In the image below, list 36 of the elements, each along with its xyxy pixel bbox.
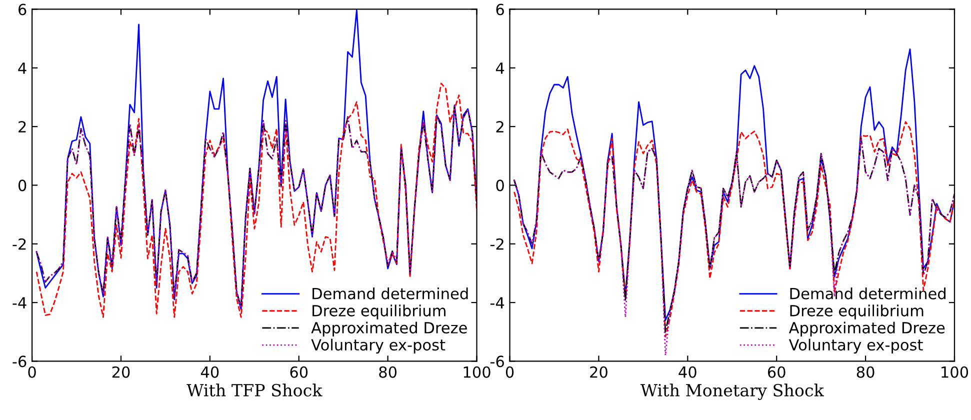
y-tick-label: 6 [18, 4, 26, 16]
x-tick-label: 0 [506, 366, 514, 378]
x-axis-title: With Monetary Shock [640, 384, 824, 400]
x-tick-label: 20 [112, 366, 130, 378]
y-tick-label: -4 [490, 297, 504, 308]
y-tick-label: 6 [496, 4, 504, 16]
legend-label: Approximated Dreze [311, 322, 467, 336]
y-tick-label: -2 [12, 238, 26, 250]
x-tick-label: 0 [28, 366, 36, 378]
legend-label: Dreze equilibrium [790, 304, 924, 320]
x-tick-label: 40 [678, 366, 696, 378]
y-tick-label: -6 [490, 356, 504, 368]
legend-label: Voluntary ex-post [788, 338, 923, 354]
y-tick-label: 2 [18, 121, 26, 132]
y-tick-label: -4 [12, 297, 26, 308]
legend-label: Demand determined [312, 288, 468, 300]
x-tick-label: 100 [942, 366, 968, 378]
x-tick-label: 40 [200, 366, 219, 378]
x-tick-label: 60 [290, 366, 308, 378]
y-tick-label: 4 [496, 62, 504, 74]
y-tick-label: 2 [496, 121, 504, 132]
legend-label: Demand determined [790, 288, 946, 300]
x-tick-label: 80 [379, 366, 397, 378]
y-tick-label: 0 [496, 180, 504, 192]
y-tick-label: -2 [490, 238, 504, 250]
legend-label: Voluntary ex-post [311, 338, 446, 354]
y-tick-label: 0 [18, 180, 26, 192]
legend-label: Approximated Dreze [788, 322, 945, 336]
x-tick-label: 20 [590, 366, 608, 378]
x-tick-label: 80 [856, 366, 874, 378]
x-tick-label: 100 [464, 366, 490, 378]
x-axis-title: With TFP Shock [186, 384, 322, 397]
y-tick-label: -6 [12, 356, 26, 368]
legend-label: Dreze equilibrium [312, 304, 446, 320]
x-tick-label: 60 [768, 366, 786, 378]
y-tick-label: 4 [18, 62, 26, 74]
